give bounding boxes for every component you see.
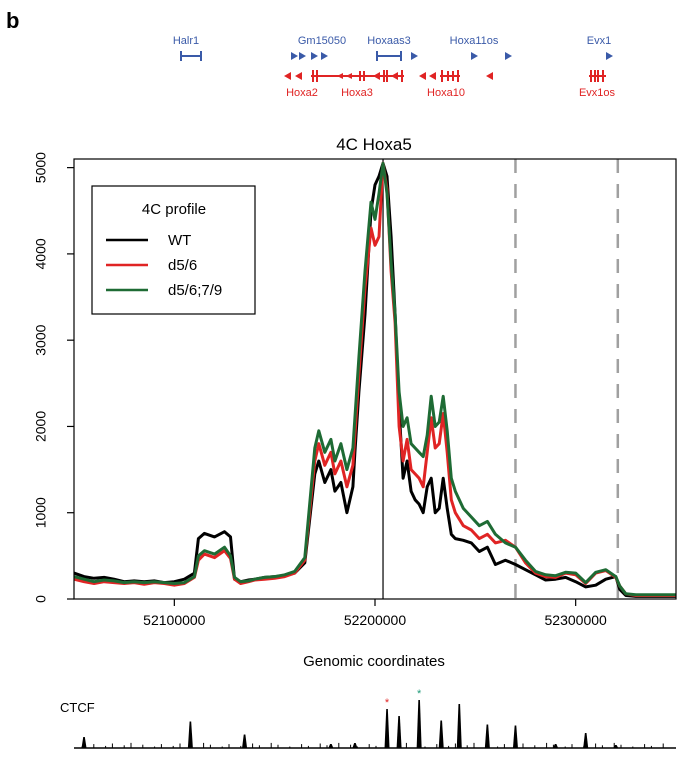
gene-label-hoxa2: Hoxa2 [286,87,318,99]
ctcf-peaks: ** [81,688,664,748]
y-tick-label-4: 3000 [33,324,49,355]
legend-label-3: d5/6;7/9 [168,282,222,299]
legend-items: WT d5/6 d5/6;7/9 [106,232,222,299]
gene-evx1os [589,70,606,82]
x-tick-label-3: 52300000 [545,612,608,628]
panel-label: b [6,8,19,33]
plot-area [382,159,620,599]
ctcf-peak-11 [484,724,490,748]
ctcf-track: CTCF ** [60,688,676,749]
ctcf-peak-12 [512,725,518,748]
ctcf-peak-9 [438,720,444,748]
ctcf-peak-7 [396,716,402,748]
ctcf-peak-3 [242,734,248,748]
ctcf-label: CTCF [60,700,95,715]
gene-label-hoxa11os: Hoxa11os [450,35,499,47]
gene-hoxa11os [411,52,512,60]
gene-label-hoxa3: Hoxa3 [341,87,373,99]
gene-label-hoxaas3: Hoxaas3 [367,35,410,47]
gene-label-gm15050: Gm15050 [298,35,346,47]
y-tick-label-3: 2000 [33,411,49,442]
ctcf-peak-13 [553,744,559,748]
x-tick-label-1: 52100000 [143,612,206,628]
ctcf-peak-4 [328,744,334,748]
ctcf-peak-2 [187,721,193,748]
x-axis: 52100000 52200000 52300000 [143,599,607,628]
legend-label-2: d5/6 [168,257,197,274]
y-axis: 0 1000 2000 3000 4000 5000 [33,152,74,603]
x-tick-label-2: 52200000 [344,612,407,628]
gene-hoxa2 [284,72,302,80]
gene-label-evx1: Evx1 [587,35,611,47]
ctcf-peak-8 [416,700,422,748]
series-line-3 [73,161,676,597]
legend-box [91,185,256,315]
gene-label-evx1os: Evx1os [579,87,616,99]
y-tick-label-1: 0 [33,595,49,603]
y-tick-label-5: 4000 [33,238,49,269]
gene-hoxa3 [311,70,404,82]
legend-title: 4C profile [142,201,206,218]
gene-label-halr1: Halr1 [173,35,199,47]
gene-evx1 [606,52,613,60]
legend-label-1: WT [168,232,191,249]
x-axis-label: Genomic coordinates [303,653,445,670]
gene-track: Halr1 Gm15050 Hoxaas3 Hoxa11os Evx1 [173,35,616,99]
gene-halr1 [180,51,202,61]
ctcf-star-green: * [417,688,422,700]
gene-gm15050 [291,52,328,60]
ctcf-peak-6 [384,709,390,748]
ctcf-peak-1 [81,737,87,748]
gene-label-hoxa10: Hoxa10 [427,87,465,99]
chart-title: 4C Hoxa5 [336,135,412,154]
ctcf-peak-14 [583,733,589,748]
gene-hoxaas3 [376,51,402,61]
y-tick-label-6: 5000 [33,152,49,183]
ctcf-star-red: * [385,697,390,709]
ctcf-peak-5 [352,743,358,748]
y-tick-label-2: 1000 [33,497,49,528]
series-layer [73,161,676,598]
legend: 4C profile WT d5/6 d5/6;7/9 [91,185,256,315]
ctcf-peak-10 [456,704,462,748]
gene-hoxa10 [419,70,493,82]
